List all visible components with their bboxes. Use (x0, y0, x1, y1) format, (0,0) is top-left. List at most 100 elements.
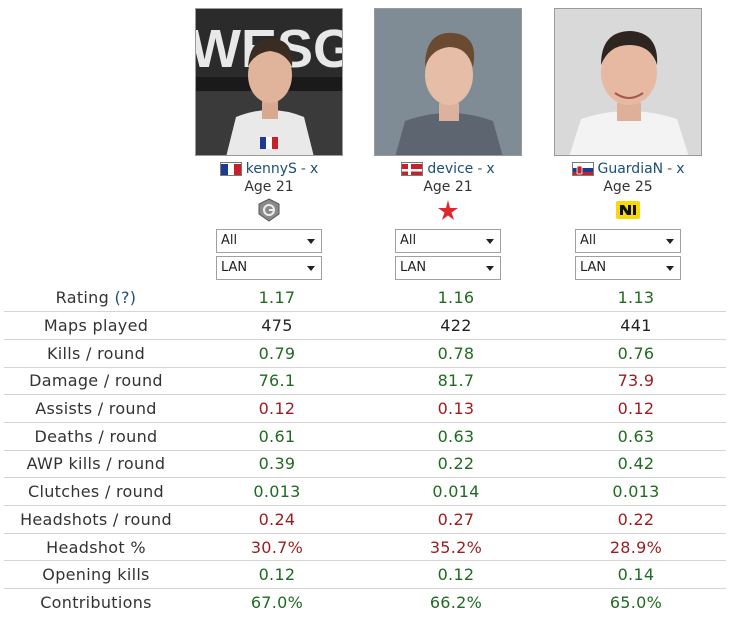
remove-player-button[interactable]: x (676, 161, 685, 177)
stats-comparison-table: Rating (?) 1.17 1.16 1.13 Maps played 475 422 4… (4, 284, 726, 616)
stat-value: 0.013 (188, 477, 366, 506)
stat-label: Assists / round (4, 394, 188, 423)
stat-value: 0.27 (366, 505, 546, 534)
stat-row: Opening kills 0.12 0.12 0.14 (4, 560, 726, 590)
stat-value: 0.76 (546, 339, 726, 368)
stat-value: 30.7% (188, 533, 366, 562)
stat-value: 0.78 (366, 339, 546, 368)
stat-value: 0.22 (366, 450, 546, 479)
stat-value: 35.2% (366, 533, 546, 562)
stat-value: 65.0% (609, 593, 663, 613)
stat-value: 1.17 (188, 284, 366, 313)
stat-label-text: Damage / round (29, 371, 163, 391)
stat-label-text: Rating (55, 288, 110, 308)
stat-row: Assists / round 0.12 0.13 0.12 (4, 394, 726, 423)
stat-value: 0.61 (188, 422, 366, 451)
player-age: Age 25 (603, 179, 653, 195)
stat-label-text: Opening kills (42, 565, 150, 585)
player-name-link[interactable]: device (427, 161, 474, 177)
stat-value: 0.12 (188, 560, 366, 590)
stat-row: Damage / round 76.1 81.7 73.9 (4, 367, 726, 396)
player-column-guardian: GuardiaN - x Age 25 All LAN (554, 8, 702, 280)
g2-logo-icon[interactable] (195, 197, 343, 223)
filter-selects: All LAN (195, 229, 343, 280)
stat-value: 0.12 (546, 394, 726, 423)
stat-row: Contributions 67.0% 66.2% 65.0% (4, 589, 726, 617)
stat-label: Damage / round (4, 367, 188, 396)
stat-value: 28.9% (546, 533, 726, 562)
stat-label-text: Assists / round (35, 399, 157, 419)
stat-value: 0.39 (188, 450, 366, 479)
stat-label-text: Clutches / round (28, 482, 164, 502)
stat-label: Headshot % (4, 533, 188, 562)
player-name-line: kennyS - x (195, 160, 343, 178)
event-type-select[interactable]: All (395, 229, 501, 253)
chevron-down-icon (486, 266, 494, 271)
stat-label-text: AWP kills / round (26, 454, 166, 474)
remove-player-button[interactable]: x (309, 161, 319, 177)
chevron-down-icon (666, 266, 674, 271)
player-name-link[interactable]: kennyS (245, 161, 297, 177)
event-type-select[interactable]: All (216, 229, 322, 253)
stat-label: Clutches / round (4, 477, 188, 506)
stat-value: 0.42 (546, 450, 726, 479)
stat-label-text: Kills / round (46, 343, 146, 363)
stat-value: 67.0% (250, 593, 304, 613)
stat-value: 0.12 (366, 560, 546, 590)
stat-value: 0.014 (366, 477, 546, 506)
player-name-line: GuardiaN - x (554, 160, 702, 178)
stat-label: AWP kills / round (4, 450, 188, 479)
event-type-select[interactable]: All (575, 229, 681, 253)
stat-value: 0.13 (366, 394, 546, 423)
match-type-select[interactable]: LAN (216, 256, 322, 280)
stat-label: Opening kills (4, 560, 188, 590)
stat-label-text: Maps played (43, 316, 149, 336)
player-photo-device[interactable] (374, 8, 522, 156)
player-photo-guardian[interactable] (554, 8, 702, 156)
stat-row: Headshots / round 0.24 0.27 0.22 (4, 505, 726, 534)
stat-label: Contributions (4, 589, 188, 617)
stat-value: 76.1 (188, 367, 366, 396)
stat-row: Deaths / round 0.61 0.63 0.63 (4, 422, 726, 451)
stat-label-text: Headshots / round (20, 509, 172, 529)
stat-value: 0.013 (546, 477, 726, 506)
stat-label: Maps played (4, 311, 188, 340)
player-column-kennys: WESG kennyS - x Age 21 All LAN (195, 8, 343, 280)
stat-row: Kills / round 0.79 0.78 0.76 (4, 339, 726, 368)
match-type-select[interactable]: LAN (575, 256, 681, 280)
player-age: Age 21 (423, 179, 473, 195)
chevron-down-icon (486, 239, 494, 244)
rating-help-link[interactable]: (?) (114, 288, 137, 308)
stat-label: Rating (?) (4, 284, 188, 313)
astralis-logo-icon[interactable] (374, 197, 522, 223)
stat-row: AWP kills / round 0.39 0.22 0.42 (4, 450, 726, 479)
player-photo-kennys[interactable]: WESG (195, 8, 343, 156)
stat-value: 475 (188, 311, 366, 340)
player-column-device: device - x Age 21 All LAN (374, 8, 522, 280)
player-age: Age 21 (244, 179, 294, 195)
stat-value: 0.24 (188, 505, 366, 534)
stat-value: 0.63 (546, 422, 726, 451)
stat-label-text: Deaths / round (34, 426, 158, 446)
stat-value: 0.22 (546, 505, 726, 534)
match-type-select[interactable]: LAN (395, 256, 501, 280)
france-flag-icon (219, 162, 242, 176)
stat-row: Rating (?) 1.17 1.16 1.13 (4, 284, 726, 313)
remove-player-button[interactable]: x (486, 161, 495, 177)
stat-row: Headshot % 30.7% 35.2% 28.9% (4, 533, 726, 562)
stat-row: Clutches / round 0.013 0.014 0.013 (4, 477, 726, 506)
stat-value: 81.7 (366, 367, 546, 396)
stat-label: Kills / round (4, 339, 188, 368)
navi-logo-icon[interactable] (554, 197, 702, 223)
stat-value: 0.79 (188, 339, 366, 368)
stat-value: 1.13 (546, 284, 726, 313)
chevron-down-icon (666, 239, 674, 244)
name-separator: - (300, 161, 306, 177)
stat-label-text: Headshot % (46, 537, 146, 557)
stat-label: Deaths / round (4, 422, 188, 451)
filter-selects: All LAN (374, 229, 522, 280)
stat-value: 1.16 (366, 284, 546, 313)
slovakia-flag-icon (571, 162, 594, 176)
player-name-link[interactable]: GuardiaN (597, 161, 664, 177)
stat-value: 422 (366, 311, 546, 340)
